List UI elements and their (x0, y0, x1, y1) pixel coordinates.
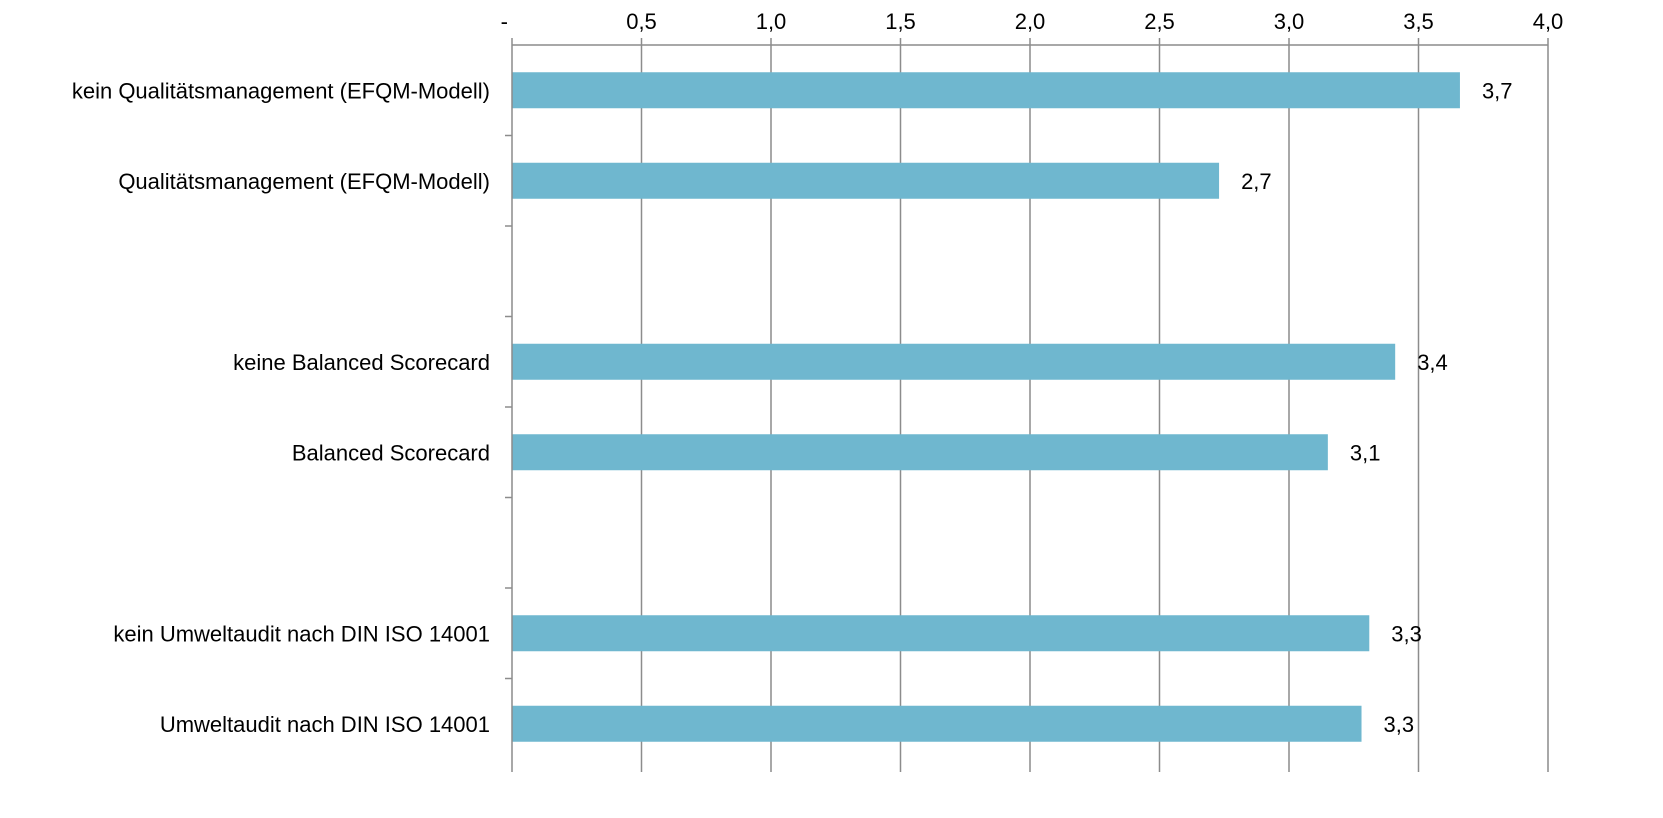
x-tick-label-2: 1,0 (756, 9, 787, 34)
x-tick-label-3: 1,5 (885, 9, 916, 34)
category-label-0-0: kein Qualitätsmanagement (EFQM-Modell) (72, 78, 490, 103)
x-tick-label-7: 3,5 (1403, 9, 1434, 34)
category-label-1-1: Balanced Scorecard (292, 440, 490, 465)
category-label-2-0: kein Umweltaudit nach DIN ISO 14001 (113, 621, 490, 646)
data-label-2-1: 3,3 (1384, 712, 1415, 737)
x-tick-label-0: - (501, 9, 508, 34)
x-tick-label-1: 0,5 (626, 9, 657, 34)
data-label-1-0: 3,4 (1417, 350, 1448, 375)
bars (512, 72, 1460, 742)
bar-2-1 (512, 705, 1362, 742)
data-label-0-0: 3,7 (1482, 78, 1513, 103)
bar-1-1 (512, 434, 1328, 471)
bar-0-1 (512, 162, 1220, 199)
category-label-2-1: Umweltaudit nach DIN ISO 14001 (160, 712, 490, 737)
x-tick-label-8: 4,0 (1533, 9, 1564, 34)
axes (505, 38, 1549, 772)
category-label-0-1: Qualitätsmanagement (EFQM-Modell) (118, 169, 490, 194)
data-label-2-0: 3,3 (1391, 621, 1422, 646)
x-tick-label-6: 3,0 (1274, 9, 1305, 34)
bar-2-0 (512, 615, 1370, 652)
x-tick-label-4: 2,0 (1015, 9, 1046, 34)
data-label-0-1: 2,7 (1241, 169, 1272, 194)
labels: - 0,5 1,0 1,5 2,0 2,5 3,0 3,5 4,0 kein Qualitätsm… (72, 9, 1563, 737)
category-label-1-0: keine Balanced Scorecard (233, 350, 490, 375)
data-label-1-1: 3,1 (1350, 440, 1381, 465)
gridlines (640, 45, 1549, 772)
bar-1-0 (512, 343, 1396, 380)
bar-0-0 (512, 72, 1460, 109)
x-tick-label-5: 2,5 (1144, 9, 1175, 34)
